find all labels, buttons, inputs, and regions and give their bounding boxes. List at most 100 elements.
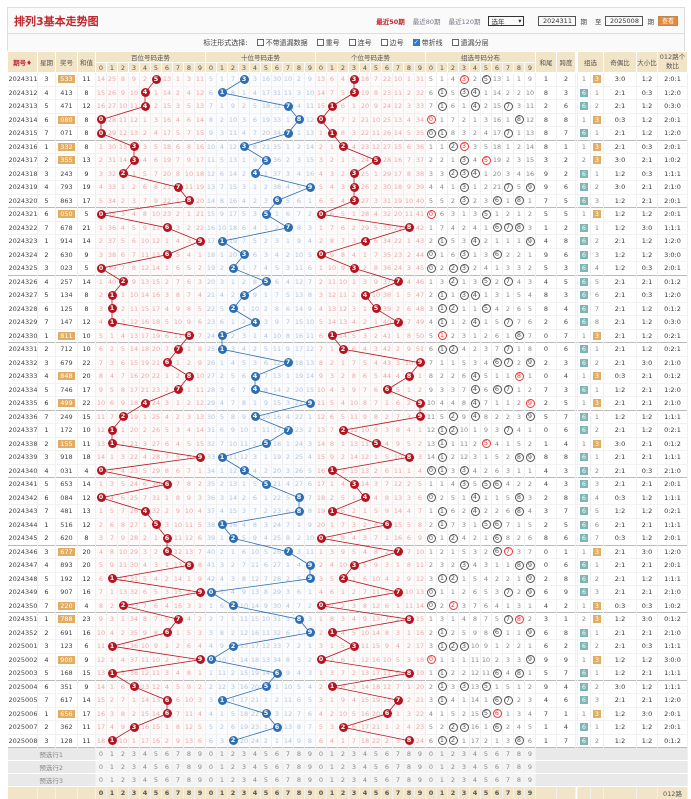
preselect-digit[interactable]: 2	[337, 747, 349, 761]
preselect-digit[interactable]: 2	[117, 760, 129, 774]
preselect-digit[interactable]: 4	[249, 747, 261, 761]
preselect-digit[interactable]: 2	[227, 760, 239, 774]
preselect-digit[interactable]: 1	[216, 773, 228, 787]
preselect-digit[interactable]: 7	[392, 773, 404, 787]
preselect-digit[interactable]: 3	[238, 747, 250, 761]
option-2[interactable]: 连号	[348, 38, 372, 48]
preselect-digit[interactable]: 2	[117, 773, 129, 787]
preselect-digit[interactable]: 9	[414, 760, 426, 774]
preselect-digit[interactable]: 7	[392, 760, 404, 774]
preselect-digit[interactable]: 1	[216, 747, 228, 761]
recent-80-link[interactable]: 最近80期	[412, 17, 441, 26]
preselect-digit[interactable]: 6	[491, 773, 503, 787]
preselect-digit[interactable]: 8	[513, 773, 525, 787]
preselect-digit[interactable]: 7	[282, 773, 294, 787]
preselect-digit[interactable]: 4	[249, 760, 261, 774]
preselect-digit[interactable]: 9	[304, 760, 316, 774]
preselect-digit[interactable]: 4	[359, 773, 371, 787]
preselect-digit[interactable]: 5	[150, 747, 162, 761]
preselect-digit[interactable]: 5	[260, 760, 272, 774]
preselect-digit[interactable]: 8	[293, 747, 305, 761]
preselect-digit[interactable]: 3	[128, 773, 140, 787]
preselect-digit[interactable]: 9	[524, 773, 536, 787]
checkbox[interactable]	[348, 39, 356, 46]
preselect-digit[interactable]: 4	[139, 773, 151, 787]
preselect-digit[interactable]: 2	[447, 760, 459, 774]
option-0[interactable]: 不带遗漏数据	[256, 38, 308, 48]
preselect-digit[interactable]: 3	[458, 773, 470, 787]
from-period-input[interactable]: 2024311	[538, 15, 577, 26]
checkbox[interactable]	[451, 39, 459, 46]
preselect-digit[interactable]: 4	[469, 760, 481, 774]
preselect-digit[interactable]: 1	[326, 747, 338, 761]
preselect-digit[interactable]: 0	[205, 773, 217, 787]
view-button[interactable]: 查看	[657, 15, 678, 26]
preselect-digit[interactable]: 0	[315, 747, 327, 761]
preselect-digit[interactable]: 1	[216, 760, 228, 774]
preselect-digit[interactable]: 6	[381, 760, 393, 774]
preselect-digit[interactable]: 0	[205, 760, 217, 774]
preselect-digit[interactable]: 9	[414, 747, 426, 761]
preselect-digit[interactable]: 5	[480, 747, 492, 761]
preselect-digit[interactable]: 2	[227, 747, 239, 761]
preselect-digit[interactable]: 7	[282, 760, 294, 774]
preselect-digit[interactable]: 9	[304, 747, 316, 761]
preselect-digit[interactable]: 2	[337, 760, 349, 774]
option-3[interactable]: 边号	[380, 38, 404, 48]
preselect-digit[interactable]: 5	[370, 760, 382, 774]
preselect-digit[interactable]: 0	[315, 760, 327, 774]
preselect-digit[interactable]: 3	[458, 760, 470, 774]
preselect-digit[interactable]: 1	[326, 760, 338, 774]
preselect-digit[interactable]: 6	[271, 760, 283, 774]
preselect-digit[interactable]: 8	[403, 773, 415, 787]
preselect-digit[interactable]: 5	[150, 760, 162, 774]
preselect-digit[interactable]: 8	[403, 760, 415, 774]
preselect-digit[interactable]: 6	[161, 747, 173, 761]
preselect-digit[interactable]: 8	[293, 773, 305, 787]
option-4[interactable]: ✓ 带折线	[412, 38, 443, 48]
checkbox[interactable]	[380, 39, 388, 46]
preselect-digit[interactable]: 3	[458, 747, 470, 761]
preselect-digit[interactable]: 8	[513, 747, 525, 761]
option-5[interactable]: 遗漏分层	[451, 38, 489, 48]
to-period-input[interactable]: 2025008	[605, 15, 644, 26]
preselect-digit[interactable]: 0	[315, 773, 327, 787]
preselect-digit[interactable]: 8	[293, 760, 305, 774]
option-1[interactable]: 重号	[316, 38, 340, 48]
preselect-digit[interactable]: 9	[414, 773, 426, 787]
preselect-digit[interactable]: 1	[106, 760, 118, 774]
preselect-digit[interactable]: 4	[139, 747, 151, 761]
checkbox[interactable]	[316, 39, 324, 46]
preselect-digit[interactable]: 7	[282, 747, 294, 761]
preselect-digit[interactable]: 4	[359, 747, 371, 761]
preselect-digit[interactable]: 0	[425, 773, 437, 787]
preselect-digit[interactable]: 0	[95, 760, 107, 774]
preselect-digit[interactable]: 3	[348, 747, 360, 761]
preselect-digit[interactable]: 0	[95, 773, 107, 787]
year-select[interactable]: 选年 ▾	[488, 15, 525, 26]
preselect-digit[interactable]: 2	[447, 773, 459, 787]
preselect-digit[interactable]: 5	[260, 747, 272, 761]
preselect-digit[interactable]: 3	[348, 760, 360, 774]
preselect-digit[interactable]: 7	[502, 747, 514, 761]
preselect-digit[interactable]: 3	[348, 773, 360, 787]
preselect-digit[interactable]: 5	[480, 760, 492, 774]
preselect-digit[interactable]: 7	[392, 747, 404, 761]
preselect-digit[interactable]: 7	[172, 773, 184, 787]
preselect-digit[interactable]: 9	[524, 747, 536, 761]
preselect-digit[interactable]: 1	[436, 747, 448, 761]
preselect-digit[interactable]: 8	[513, 760, 525, 774]
preselect-digit[interactable]: 6	[491, 747, 503, 761]
preselect-digit[interactable]: 7	[502, 760, 514, 774]
checkbox[interactable]	[256, 39, 264, 46]
preselect-digit[interactable]: 4	[469, 747, 481, 761]
preselect-digit[interactable]: 8	[403, 747, 415, 761]
preselect-digit[interactable]: 6	[161, 760, 173, 774]
preselect-digit[interactable]: 3	[128, 760, 140, 774]
preselect-digit[interactable]: 6	[381, 773, 393, 787]
preselect-digit[interactable]: 1	[436, 773, 448, 787]
preselect-digit[interactable]: 7	[172, 747, 184, 761]
preselect-digit[interactable]: 5	[150, 773, 162, 787]
preselect-digit[interactable]: 2	[447, 747, 459, 761]
preselect-digit[interactable]: 6	[491, 760, 503, 774]
